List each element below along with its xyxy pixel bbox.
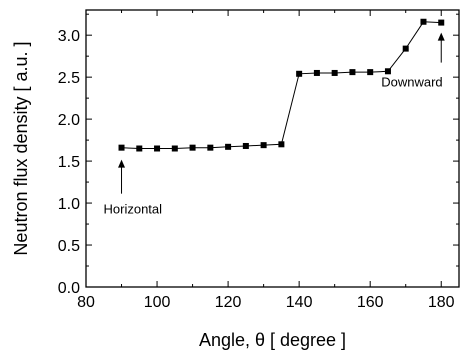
x-tick-label: 140 [286,294,313,311]
data-point [402,45,409,52]
annotation-layer: Horizontal Downward [104,32,445,217]
data-point [207,144,214,151]
plot-frame [85,9,460,288]
x-tick-label: 160 [357,294,384,311]
data-point [260,142,267,149]
data-point [420,18,427,25]
data-point [171,145,178,152]
series-layer [118,18,445,152]
x-tick-label: 80 [77,294,95,311]
annotation-horizontal: Horizontal [104,202,163,217]
downward-arrow-head [437,32,445,41]
ticks-layer: 80 100 120 140 160 180 0.0 0.5 1.0 1.5 2.0 2.5 3.0 [58,10,459,311]
data-point [225,143,232,150]
data-point [367,69,374,76]
horizontal-arrow-head [118,159,126,168]
data-point [189,144,196,151]
y-tick-label: 1.0 [58,196,80,213]
y-tick-label: 1.5 [58,154,80,171]
x-tick-label: 180 [428,294,455,311]
data-point [296,70,303,77]
y-tick-label: 0.0 [58,280,80,297]
data-point [118,144,125,151]
data-point [349,69,356,76]
data-point [278,141,285,148]
y-axis-label: Neutron flux density [ a.u. ] [11,41,31,255]
data-point [313,69,320,76]
data-point [154,145,161,152]
x-tick-label: 120 [215,294,242,311]
y-tick-label: 2.5 [58,70,80,87]
y-tick-label: 2.0 [58,112,80,129]
data-point [438,19,445,26]
y-tick-label: 3.0 [58,28,80,45]
data-point [136,145,143,152]
x-tick-label: 100 [144,294,171,311]
x-axis-label: Angle, θ [ degree ] [199,330,346,350]
annotation-downward: Downward [381,75,442,90]
data-point [242,142,249,149]
data-point [331,69,338,76]
data-point [384,68,391,75]
y-tick-label: 0.5 [58,238,80,255]
